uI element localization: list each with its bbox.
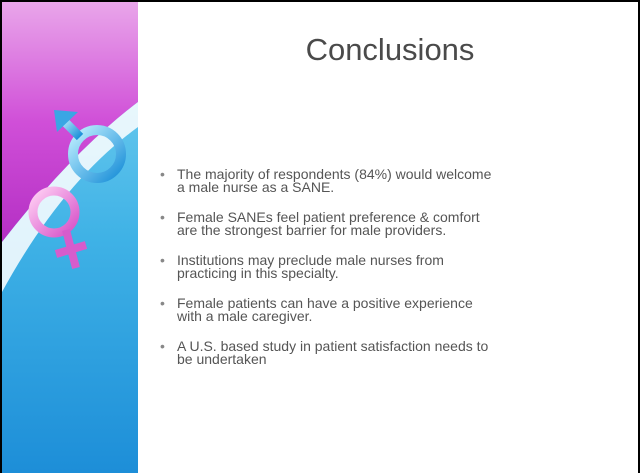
bullet: The majority of respondents (84%) would … [160,167,500,194]
bullet: Institutions may preclude male nurses fr… [160,253,500,280]
male-symbol [54,110,126,183]
white-band [2,102,138,292]
female-symbol [28,186,88,270]
bullet: A U.S. based study in patient satisfacti… [160,339,500,366]
bullet-list: The majority of respondents (84%) would … [160,167,500,383]
slide-title: Conclusions [305,32,475,67]
bullet: Female SANEs feel patient preference & c… [160,210,500,237]
side-panel [2,2,138,473]
bullet: Female patients can have a positive expe… [160,296,500,323]
